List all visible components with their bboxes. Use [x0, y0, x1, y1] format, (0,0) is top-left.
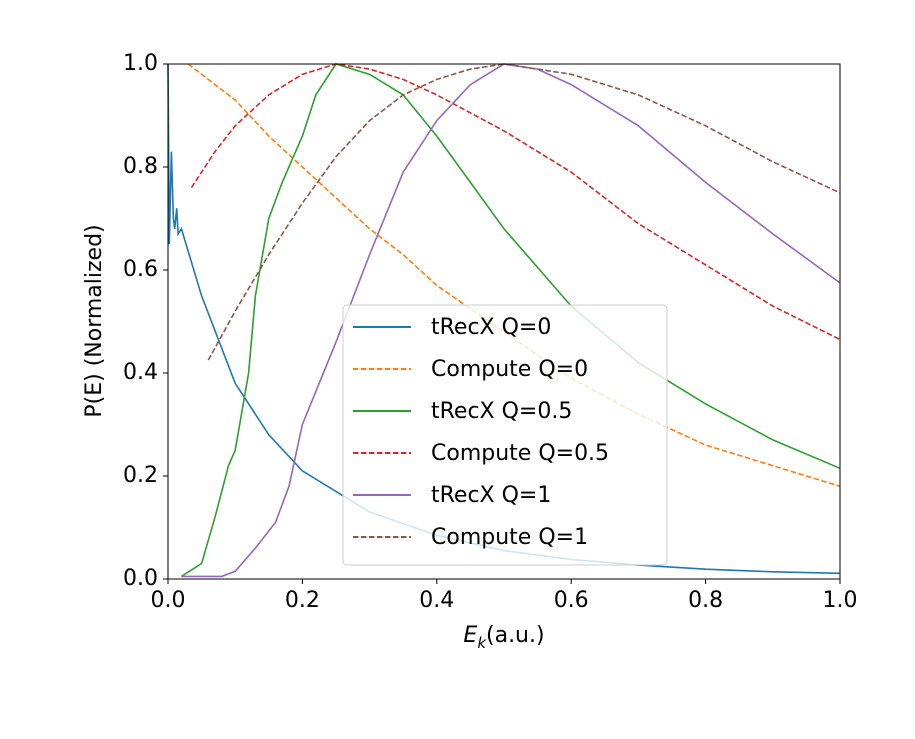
x-tick-label: 0.4 [419, 588, 454, 613]
x-tick-label: 0.0 [151, 588, 186, 613]
y-tick-label: 0.4 [123, 360, 158, 385]
legend-label: Compute Q=1 [431, 525, 588, 550]
x-tick-label: 1.0 [823, 588, 858, 613]
y-tick-label: 1.0 [123, 51, 158, 76]
x-label-unit: (a.u.) [486, 623, 545, 648]
legend-label: tRecX Q=0.5 [431, 399, 572, 424]
x-label-symbol: E [463, 623, 477, 648]
x-label-subscript: k [477, 634, 487, 652]
legend-label: tRecX Q=0 [431, 315, 551, 340]
x-tick-label: 0.8 [688, 588, 723, 613]
data-line [190, 63, 841, 341]
data-line [207, 63, 841, 361]
data-line [187, 63, 841, 488]
y-tick-label: 0.8 [123, 154, 158, 179]
legend-label: tRecX Q=1 [431, 483, 551, 508]
legend-label: Compute Q=0.5 [431, 441, 609, 466]
legend-label: Compute Q=0 [431, 357, 588, 382]
legend: tRecX Q=0 Compute Q=0 tRecX Q=0.5 Compute Q… [342, 304, 668, 566]
plot-frame [167, 63, 841, 580]
x-tick-label: 0.2 [285, 588, 320, 613]
data-line [181, 63, 841, 578]
x-axis-label: Ek(a.u.) [463, 623, 544, 652]
y-tick-label: 0.2 [123, 463, 158, 488]
x-tick-label: 0.6 [554, 588, 589, 613]
legend-box [342, 304, 668, 566]
y-tick-label: 0.6 [123, 257, 158, 282]
y-tick-label: 0.0 [123, 566, 158, 591]
y-axis-label: P(E) (Normalized) [82, 224, 107, 417]
